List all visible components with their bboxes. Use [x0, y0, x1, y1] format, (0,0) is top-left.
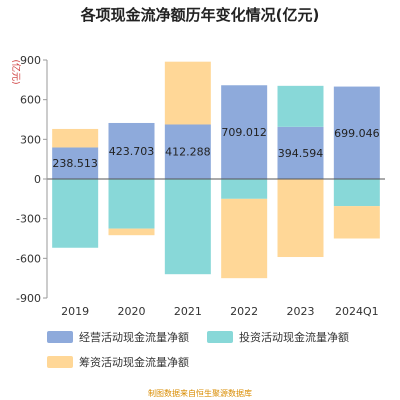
- bar-series0-2023: [277, 126, 324, 179]
- y-tick-label-3: 0: [34, 173, 41, 186]
- y-axis-label: (亿元): [10, 59, 22, 84]
- bar-series1-2022: [221, 179, 268, 199]
- y-tick-label-6: -900: [16, 292, 41, 305]
- legend-swatch-1: [207, 331, 233, 343]
- bar-series0-2022: [221, 85, 268, 179]
- bar-series2-2023: [277, 179, 324, 258]
- bar-series2-2020: [108, 228, 155, 236]
- x-tick-label-2021: 2021: [174, 305, 202, 318]
- source-note: 制图数据来自恒生聚源数据库: [148, 388, 252, 398]
- legend-swatch-0: [47, 331, 73, 343]
- data-label-2019: 238.513: [52, 157, 98, 170]
- bar-series0-2020: [108, 122, 155, 179]
- x-tick-label-2022: 2022: [230, 305, 258, 318]
- bar-series1-2023: [277, 85, 324, 127]
- bar-series1-2019: [52, 179, 99, 248]
- chart-title: 各项现金流净额历年变化情况(亿元): [80, 6, 320, 24]
- y-axis-ticks: 900 600 300 0 -300 -600 -900: [16, 54, 47, 305]
- bar-series0-2024Q1: [333, 86, 380, 179]
- legend-label-2: 筹资活动现金流量净额: [79, 355, 189, 369]
- bar-series1-2021: [164, 179, 211, 275]
- bar-series2-2024Q1: [333, 206, 380, 239]
- legend-swatch-2: [47, 356, 73, 368]
- y-tick-label-2: 300: [20, 133, 41, 146]
- bar-series: [52, 61, 380, 279]
- data-label-2024Q1: 699.046: [334, 127, 380, 140]
- data-labels: 238.513 423.703 412.288 709.012 394.594 699.0…: [52, 126, 379, 170]
- bar-series0-2021: [164, 124, 211, 179]
- y-tick-label-1: 600: [20, 94, 41, 107]
- legend-label-0: 经营活动现金流量净额: [79, 330, 189, 344]
- bar-series2-2019: [52, 128, 99, 148]
- x-tick-label-2019: 2019: [61, 305, 89, 318]
- bar-series1-2020: [108, 179, 155, 229]
- y-tick-label-5: -600: [16, 252, 41, 265]
- data-label-2023: 394.594: [278, 147, 324, 160]
- legend-label-1: 投资活动现金流量净额: [239, 330, 349, 344]
- bar-series0-2019: [52, 147, 99, 179]
- bar-series1-2024Q1: [333, 179, 380, 207]
- x-tick-label-2020: 2020: [118, 305, 146, 318]
- data-label-2021: 412.288: [165, 146, 211, 159]
- y-tick-label-4: -300: [16, 213, 41, 226]
- x-tick-label-2024Q1: 2024Q1: [335, 305, 379, 318]
- y-tick-label-0: 900: [20, 54, 41, 67]
- x-tick-label-2023: 2023: [287, 305, 315, 318]
- data-label-2020: 423.703: [109, 145, 155, 158]
- bar-series2-2021: [164, 61, 211, 125]
- data-label-2022: 709.012: [221, 126, 267, 139]
- x-axis-ticks: 2019 2020 2021 2022 2023 2024Q1: [61, 305, 378, 318]
- bar-series2-2022: [221, 198, 268, 279]
